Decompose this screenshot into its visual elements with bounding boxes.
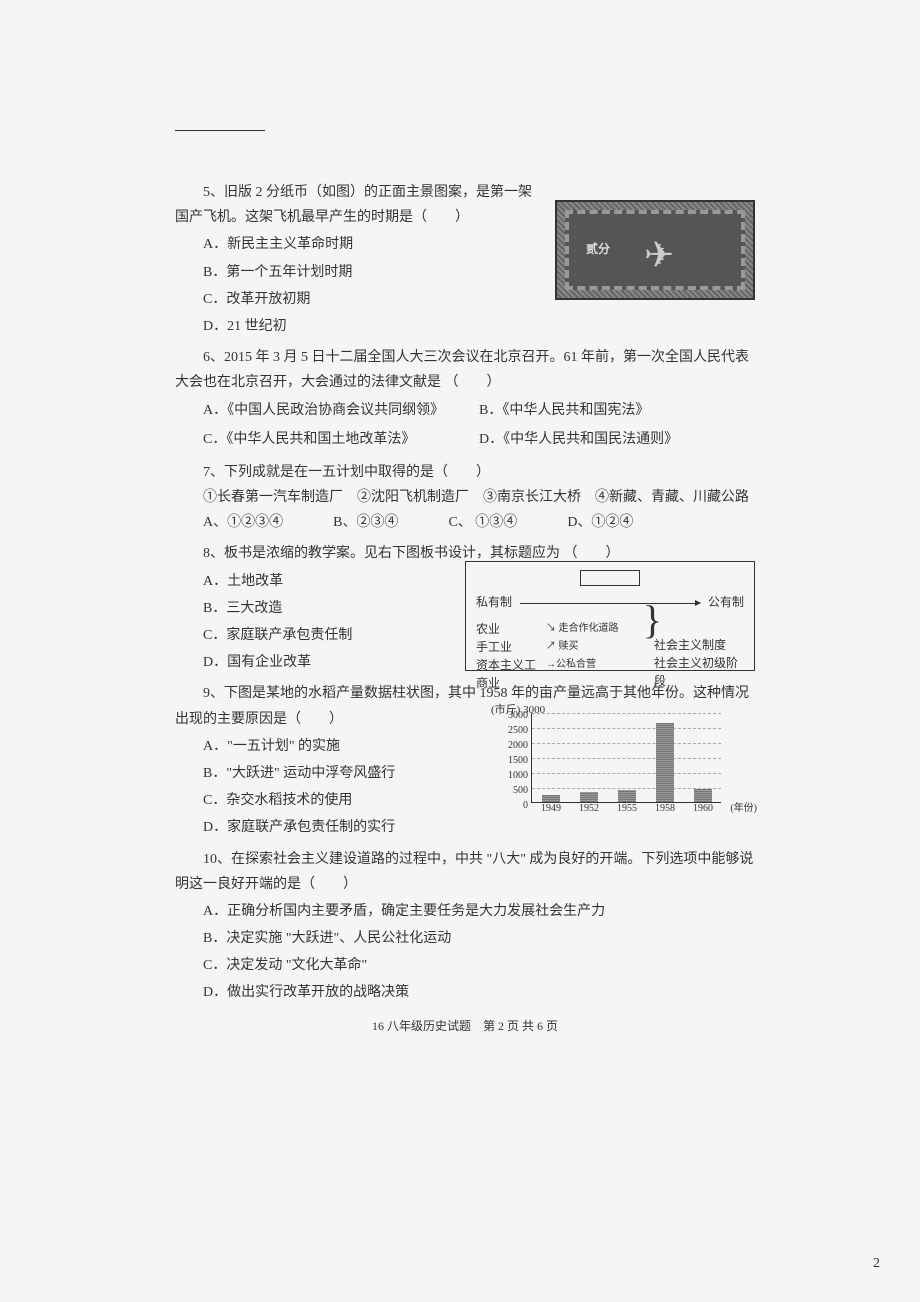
question-6: 6、2015 年 3 月 5 日十二届全国人大三次会议在北京召开。61 年前，第… bbox=[175, 345, 755, 454]
chart-area: (年份) 05001000150020002500300019491952195… bbox=[531, 713, 721, 803]
exam-page: 5、旧版 2 分纸币（如图）的正面主景图案，是第一架国产飞机。这架飞机最早产生的… bbox=[175, 180, 755, 1037]
q7-opt-b: B、②③④ bbox=[333, 510, 398, 535]
q10-opt-c: C．决定发动 "文化大革命" bbox=[203, 953, 755, 978]
q6-opt-b: B．《中华人民共和国宪法》 bbox=[479, 398, 755, 423]
brace-icon: } bbox=[643, 600, 662, 640]
q7-opt-c: C、 ①③④ bbox=[448, 510, 517, 535]
q5-opt-b: B．第一个五年计划时期 bbox=[203, 260, 463, 285]
question-8: 8、板书是浓缩的教学案。见右下图板书设计，其标题应为 （ ） A．土地改革 B．… bbox=[175, 541, 755, 675]
q7-opt-d: D、①②④ bbox=[567, 510, 633, 535]
diagram-system: 社会主义制度 bbox=[654, 636, 744, 654]
banknote-denomination: 贰分 bbox=[586, 239, 610, 261]
q5-opt-a: A．新民主主义革命时期 bbox=[203, 232, 463, 257]
q10-opt-b: B．决定实施 "大跃进"、人民公社化运动 bbox=[203, 926, 755, 951]
decorative-line bbox=[175, 130, 265, 131]
q5-opt-d: D．21 世纪初 bbox=[203, 314, 463, 339]
q8-opt-c: C．家庭联产承包责任制 bbox=[203, 623, 463, 648]
question-9: 9、下图是某地的水稻产量数据柱状图，其中 1958 年的亩产量远高于其他年份。这… bbox=[175, 681, 755, 840]
q6-options: A．《中国人民政治协商会议共同纲领》 B．《中华人民共和国宪法》 C．《中华人民… bbox=[175, 396, 755, 454]
mid-coop-text: 走合作化道路 bbox=[559, 623, 619, 634]
diagram-public: 公有制 bbox=[708, 592, 744, 614]
diagram-title-placeholder bbox=[580, 570, 640, 586]
mid-buy: ↗ 赎买 bbox=[546, 638, 654, 656]
q7-items: ①长春第一汽车制造厂 ②沈阳飞机制造厂 ③南京长江大桥 ④新藏、青藏、川藏公路 bbox=[175, 485, 755, 510]
airplane-icon bbox=[644, 235, 724, 265]
gridline bbox=[532, 728, 721, 729]
q6-stem: 6、2015 年 3 月 5 日十二届全国人大三次会议在北京召开。61 年前，第… bbox=[175, 345, 755, 395]
banknote-image: 贰分 bbox=[555, 200, 755, 300]
mid-coop: ↘ 走合作化道路 bbox=[546, 620, 654, 638]
arrow-icon bbox=[520, 603, 700, 604]
q8-opt-d: D．国有企业改革 bbox=[203, 650, 463, 675]
q10-options: A．正确分析国内主要矛盾，确定主要任务是大力发展社会生产力 B．决定实施 "大跃… bbox=[175, 899, 755, 1006]
q6-opt-a: A．《中国人民政治协商会议共同纲领》 bbox=[203, 398, 479, 423]
gridline bbox=[532, 743, 721, 744]
q7-stem: 7、下列成就是在一五计划中取得的是（ ） bbox=[175, 460, 755, 485]
q9-opt-c: C．杂交水稻技术的使用 bbox=[203, 788, 463, 813]
gridline bbox=[532, 713, 721, 714]
xtick-label: 1960 bbox=[693, 800, 713, 818]
ytick-label: 3000 bbox=[500, 707, 528, 725]
q7-opt-a: A、①②③④ bbox=[203, 510, 283, 535]
gridline bbox=[532, 788, 721, 789]
q8-opt-a: A．土地改革 bbox=[203, 569, 463, 594]
q10-opt-a: A．正确分析国内主要矛盾，确定主要任务是大力发展社会生产力 bbox=[203, 899, 755, 924]
q9-opt-a: A．"一五计划" 的实施 bbox=[203, 734, 463, 759]
q6-opt-d: D．《中华人民共和国民法通则》 bbox=[479, 427, 755, 452]
chart-bar bbox=[656, 723, 674, 803]
q6-opt-c: C．《中华人民共和国土地改革法》 bbox=[203, 427, 479, 452]
page-footer: 16 八年级历史试题 第 2 页 共 6 页 bbox=[175, 1016, 755, 1038]
mid-buy-text: 赎买 bbox=[559, 641, 579, 652]
page-number: 2 bbox=[873, 1256, 880, 1272]
q5-stem: 5、旧版 2 分纸币（如图）的正面主景图案，是第一架国产飞机。这架飞机最早产生的… bbox=[175, 180, 535, 230]
q9-chart: (市斤) 3000 (年份) 0500100015002000250030001… bbox=[495, 703, 735, 823]
question-10: 10、在探索社会主义建设道路的过程中，中共 "八大" 成为良好的开端。下列选项中… bbox=[175, 847, 755, 1006]
q5-opt-c: C．改革开放初期 bbox=[203, 287, 463, 312]
q7-options: A、①②③④ B、②③④ C、 ①③④ D、①②④ bbox=[175, 510, 755, 535]
diagram-row-handi: 手工业 bbox=[476, 638, 546, 656]
q8-opt-b: B．三大改造 bbox=[203, 596, 463, 621]
q9-opt-d: D．家庭联产承包责任制的实行 bbox=[203, 815, 463, 840]
xtick-label: 1958 bbox=[655, 800, 675, 818]
gridline bbox=[532, 758, 721, 759]
question-5: 5、旧版 2 分纸币（如图）的正面主景图案，是第一架国产飞机。这架飞机最早产生的… bbox=[175, 180, 755, 339]
q10-stem: 10、在探索社会主义建设道路的过程中，中共 "八大" 成为良好的开端。下列选项中… bbox=[175, 847, 755, 897]
xtick-label: 1952 bbox=[579, 800, 599, 818]
mid-joint: →公私合营 bbox=[546, 656, 654, 674]
chart-xlabel: (年份) bbox=[730, 800, 757, 818]
q10-opt-d: D．做出实行改革开放的战略决策 bbox=[203, 980, 755, 1005]
q9-opt-b: B．"大跃进" 运动中浮夸风盛行 bbox=[203, 761, 463, 786]
diagram-private: 私有制 bbox=[476, 592, 512, 614]
mid-joint-text: 公私合营 bbox=[556, 659, 596, 670]
gridline bbox=[532, 773, 721, 774]
q8-diagram: 私有制 公有制 农业 手工业 资本主义工商业 ↘ 走合作化道路 ↗ 赎买 →公私… bbox=[465, 561, 755, 671]
xtick-label: 1949 bbox=[541, 800, 561, 818]
question-7: 7、下列成就是在一五计划中取得的是（ ） ①长春第一汽车制造厂 ②沈阳飞机制造厂… bbox=[175, 460, 755, 536]
xtick-label: 1955 bbox=[617, 800, 637, 818]
diagram-row-agri: 农业 bbox=[476, 620, 546, 638]
